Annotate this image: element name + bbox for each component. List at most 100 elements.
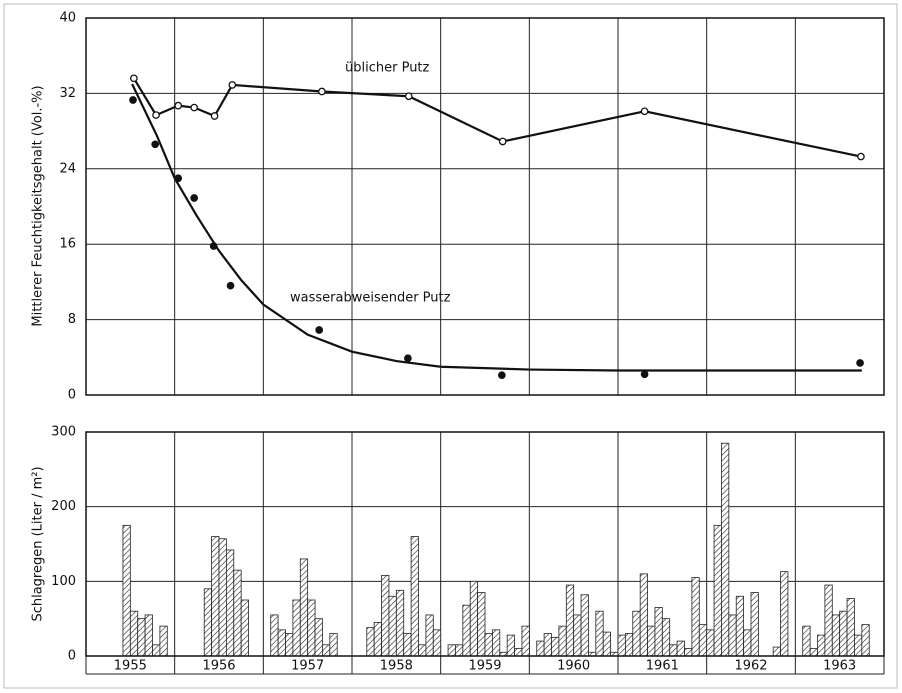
- bar: [728, 614, 737, 657]
- bar: [425, 614, 434, 657]
- bar: [536, 640, 545, 657]
- data-point: [174, 174, 183, 183]
- bar: [129, 610, 139, 657]
- bar: [861, 624, 870, 657]
- bar: [218, 538, 227, 657]
- y-tick-label: 0: [68, 388, 76, 403]
- bar: [410, 536, 419, 657]
- x-tick-label: 1960: [557, 659, 590, 674]
- x-tick-label: 1962: [734, 659, 767, 674]
- y-axis-label: Schlagregen (Liter / m²): [31, 466, 46, 621]
- bar: [558, 625, 567, 657]
- bar: [684, 648, 693, 657]
- data-point: [856, 359, 864, 367]
- bar: [691, 577, 700, 657]
- bar: [455, 644, 464, 657]
- bar: [277, 629, 286, 657]
- bar: [144, 614, 153, 657]
- bar: [602, 631, 612, 657]
- bar: [706, 629, 715, 657]
- data-point: [210, 112, 219, 120]
- bar: [632, 610, 641, 657]
- bar: [307, 599, 316, 657]
- bar: [617, 634, 626, 657]
- bar: [211, 536, 220, 657]
- bar: [780, 571, 789, 657]
- bar: [772, 646, 781, 657]
- y-tick-label: 24: [59, 161, 76, 176]
- bar: [137, 618, 146, 657]
- y-tick-label: 100: [51, 574, 76, 589]
- data-point: [640, 370, 649, 379]
- bar: [418, 644, 427, 657]
- bar: [854, 634, 863, 657]
- x-tick-label: 1956: [202, 659, 235, 674]
- x-tick-label: 1957: [291, 659, 324, 674]
- bar: [159, 625, 168, 657]
- bar: [817, 634, 826, 657]
- bar: [447, 644, 456, 657]
- y-tick-label: 16: [59, 237, 76, 252]
- bar: [388, 595, 397, 657]
- bar: [654, 607, 663, 657]
- plot-border: [85, 17, 885, 396]
- frame: [3, 3, 898, 689]
- bar: [366, 627, 375, 657]
- data-point: [497, 371, 506, 380]
- data-point: [404, 92, 413, 101]
- data-point: [318, 87, 326, 96]
- bar: [573, 614, 582, 657]
- bar: [565, 584, 575, 657]
- data-point: [226, 281, 235, 290]
- x-tick-label: 1958: [380, 659, 413, 674]
- bar: [381, 574, 390, 657]
- bar: [484, 633, 493, 657]
- trend-curve: [131, 83, 862, 372]
- bar: [285, 633, 294, 657]
- bar: [225, 549, 235, 657]
- bar: [676, 640, 685, 657]
- y-tick-label: 0: [68, 649, 76, 664]
- bar: [595, 610, 604, 657]
- bar: [802, 625, 811, 657]
- bar: [743, 629, 752, 657]
- data-point: [228, 81, 237, 89]
- data-point: [404, 354, 412, 363]
- bar: [432, 629, 442, 657]
- y-tick-label: 32: [59, 86, 76, 101]
- y-tick-label: 40: [59, 11, 76, 26]
- bar: [661, 618, 671, 657]
- bar: [521, 625, 530, 657]
- data-point: [130, 74, 138, 83]
- bar: [299, 558, 309, 657]
- bar: [543, 633, 552, 657]
- bar: [624, 633, 634, 657]
- data-point: [190, 194, 199, 202]
- bar: [469, 580, 479, 657]
- x-tick-label: 1955: [114, 659, 147, 674]
- bar: [580, 594, 589, 657]
- bar: [462, 604, 471, 657]
- series-line: [132, 77, 862, 158]
- bar: [831, 614, 841, 657]
- bar: [292, 599, 301, 657]
- bar: [477, 592, 486, 657]
- data-point: [190, 103, 199, 112]
- data-point: [209, 242, 218, 250]
- bar: [270, 614, 279, 657]
- bar: [240, 599, 249, 657]
- bar: [809, 648, 818, 657]
- bar: [403, 633, 412, 657]
- data-point: [129, 96, 137, 104]
- bar: [669, 644, 678, 657]
- data-point: [315, 326, 324, 334]
- bar: [395, 589, 405, 657]
- data-point: [498, 137, 507, 146]
- y-tick-label: 8: [68, 312, 76, 327]
- bar: [551, 636, 560, 657]
- series-annotation: üblicher Putz: [345, 61, 430, 76]
- bar: [314, 618, 323, 657]
- bar: [750, 592, 759, 657]
- bar: [647, 625, 656, 657]
